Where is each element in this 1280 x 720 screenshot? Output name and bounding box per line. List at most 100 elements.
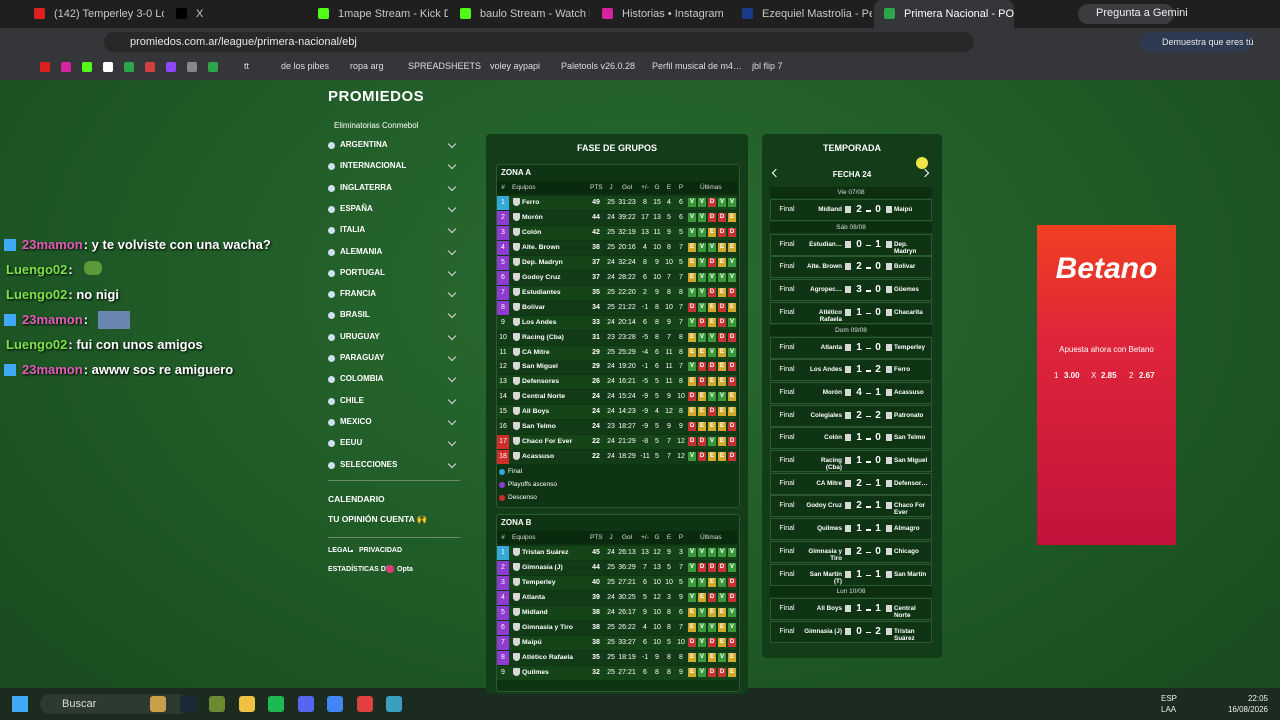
chevron[interactable] (447, 139, 457, 149)
country[interactable]: ESPAÑA (340, 203, 373, 213)
browser-tab[interactable]: (142) Temperley 3-0 Los A… (24, 0, 164, 28)
country[interactable]: INGLATERRA (340, 182, 392, 192)
team-name[interactable]: Dep. Madryn (522, 258, 563, 266)
browser-tab[interactable]: Primera Nacional - POSICI… (874, 0, 1014, 28)
bookmark-icon[interactable] (166, 62, 176, 72)
ad-odd[interactable]: 2.67 (1139, 371, 1155, 380)
ad-brand[interactable]: Betano (1055, 252, 1158, 285)
chevron[interactable] (447, 437, 457, 447)
match-row[interactable] (770, 233, 932, 256)
team-name[interactable]: Ferro (522, 199, 540, 206)
match-row[interactable] (770, 472, 932, 495)
bookmark-icon[interactable] (187, 62, 197, 72)
match-row[interactable] (770, 450, 932, 472)
start-button[interactable] (12, 696, 28, 712)
chevron[interactable] (447, 310, 457, 319)
chevron[interactable] (447, 182, 457, 191)
ad-odd[interactable]: X (1091, 371, 1097, 380)
match-row[interactable] (770, 359, 932, 382)
team-name[interactable]: Tristan Suárez (522, 549, 569, 556)
bookmark[interactable]: tt (244, 61, 250, 71)
ad-odd[interactable]: 2.85 (1101, 371, 1117, 380)
match-row[interactable] (770, 540, 932, 563)
taskbar-app[interactable] (150, 696, 166, 712)
team-name[interactable]: Temperley (522, 578, 556, 586)
taskbar-app[interactable] (179, 696, 196, 712)
team-name[interactable]: Colón (522, 228, 542, 236)
chevron[interactable] (447, 267, 457, 277)
chevron[interactable] (447, 331, 457, 340)
browser-tab[interactable]: Ezequiel Mastrolia - Perfil… (732, 0, 872, 28)
gemini-label[interactable]: Pregunta a Gemini (1096, 7, 1188, 19)
bookmark[interactable]: Paletools v26.0.28 (561, 61, 636, 71)
chevron[interactable] (447, 352, 457, 362)
country[interactable]: EEUU (340, 438, 363, 448)
taskbar-app[interactable] (356, 696, 373, 712)
bookmark[interactable]: ropa arg (350, 61, 384, 71)
country[interactable]: MEXICO (340, 416, 372, 426)
sidebar-link[interactable]: TU OPINIÓN CUENTA 🙌 (328, 514, 428, 524)
team-name[interactable]: San Miguel (522, 363, 558, 371)
profile-chip[interactable] (1140, 32, 1252, 52)
bookmark[interactable]: jbl flip 7 (752, 61, 783, 71)
bookmark[interactable]: de los pibes (281, 61, 330, 71)
match-row[interactable] (770, 199, 932, 221)
country[interactable]: ALEMANIA (340, 246, 383, 256)
chevron[interactable] (447, 161, 457, 170)
team-name[interactable]: CA Mitre (522, 348, 550, 356)
taskbar-search[interactable]: Buscar (62, 698, 97, 710)
match-row[interactable] (770, 563, 932, 586)
browser-tab[interactable]: Historias • Instagram (592, 0, 732, 28)
match-row[interactable] (770, 620, 932, 643)
address-bar[interactable] (104, 32, 974, 52)
country[interactable]: CHILE (340, 395, 364, 405)
country[interactable]: PORTUGAL (340, 267, 385, 277)
bookmark[interactable]: voley aypapi (490, 61, 541, 71)
country[interactable]: ITALIA (340, 225, 366, 235)
bookmark[interactable]: Perfil musical de m4… (652, 61, 743, 71)
footer-link[interactable]: LEGAL (328, 547, 352, 554)
team-name[interactable]: Racing (Cba) (522, 333, 564, 341)
ad-cta[interactable]: Apuesta ahora con Betano (1059, 345, 1154, 354)
team-name[interactable]: Maipú (522, 638, 542, 646)
team-name[interactable]: Bolívar (522, 303, 546, 311)
match-row[interactable] (770, 279, 932, 302)
match-row[interactable] (770, 301, 932, 324)
browser-tab[interactable]: baulo Stream - Watch Live… (450, 0, 590, 28)
ad-odd[interactable]: 1 (1054, 371, 1059, 380)
team-name[interactable]: Midland (522, 608, 548, 616)
taskbar-app[interactable] (386, 696, 402, 712)
team-name[interactable]: Gimnasia (J) (522, 563, 563, 571)
country[interactable]: INTERNACIONAL (340, 161, 407, 171)
sidebar-top[interactable]: Eliminatorias Conmebol (334, 121, 419, 130)
team-name[interactable]: Defensores (522, 378, 560, 386)
team-name[interactable]: San Telmo (522, 423, 556, 431)
bookmark-icon[interactable] (145, 62, 155, 72)
bookmark-icon[interactable] (208, 62, 218, 72)
gemini-button[interactable] (1078, 4, 1174, 24)
country[interactable]: SELECCIONES (340, 459, 398, 469)
taskbar-app[interactable] (209, 696, 225, 712)
browser-tab[interactable]: X (166, 0, 306, 28)
team-name[interactable]: Morón (522, 213, 543, 221)
team-name[interactable]: Acassuso (522, 453, 555, 461)
round[interactable]: FECHA 24 (832, 170, 872, 179)
team-name[interactable]: Los Andes (522, 318, 557, 326)
match-row[interactable] (770, 427, 932, 450)
country[interactable]: ARGENTINA (340, 140, 388, 149)
taskbar-app[interactable] (327, 696, 343, 712)
chevron[interactable] (447, 203, 457, 213)
match-row[interactable] (770, 336, 932, 359)
match-row[interactable] (770, 518, 932, 541)
ad-odd[interactable]: 2 (1129, 371, 1134, 380)
bookmark[interactable]: SPREADSHEETS (408, 61, 482, 71)
chevron[interactable] (447, 224, 457, 234)
team-name[interactable]: Atlético Rafaela (522, 653, 573, 661)
match-row[interactable] (770, 381, 932, 404)
browser-tab[interactable]: 1mape Stream - Kick Dash… (308, 0, 448, 28)
ad-banner[interactable] (1037, 225, 1176, 545)
country[interactable]: FRANCIA (340, 289, 376, 299)
country[interactable]: COLOMBIA (340, 374, 384, 384)
team-name[interactable]: Estudiantes (522, 288, 561, 296)
team-name[interactable]: Gimnasia y Tiro (522, 623, 573, 631)
